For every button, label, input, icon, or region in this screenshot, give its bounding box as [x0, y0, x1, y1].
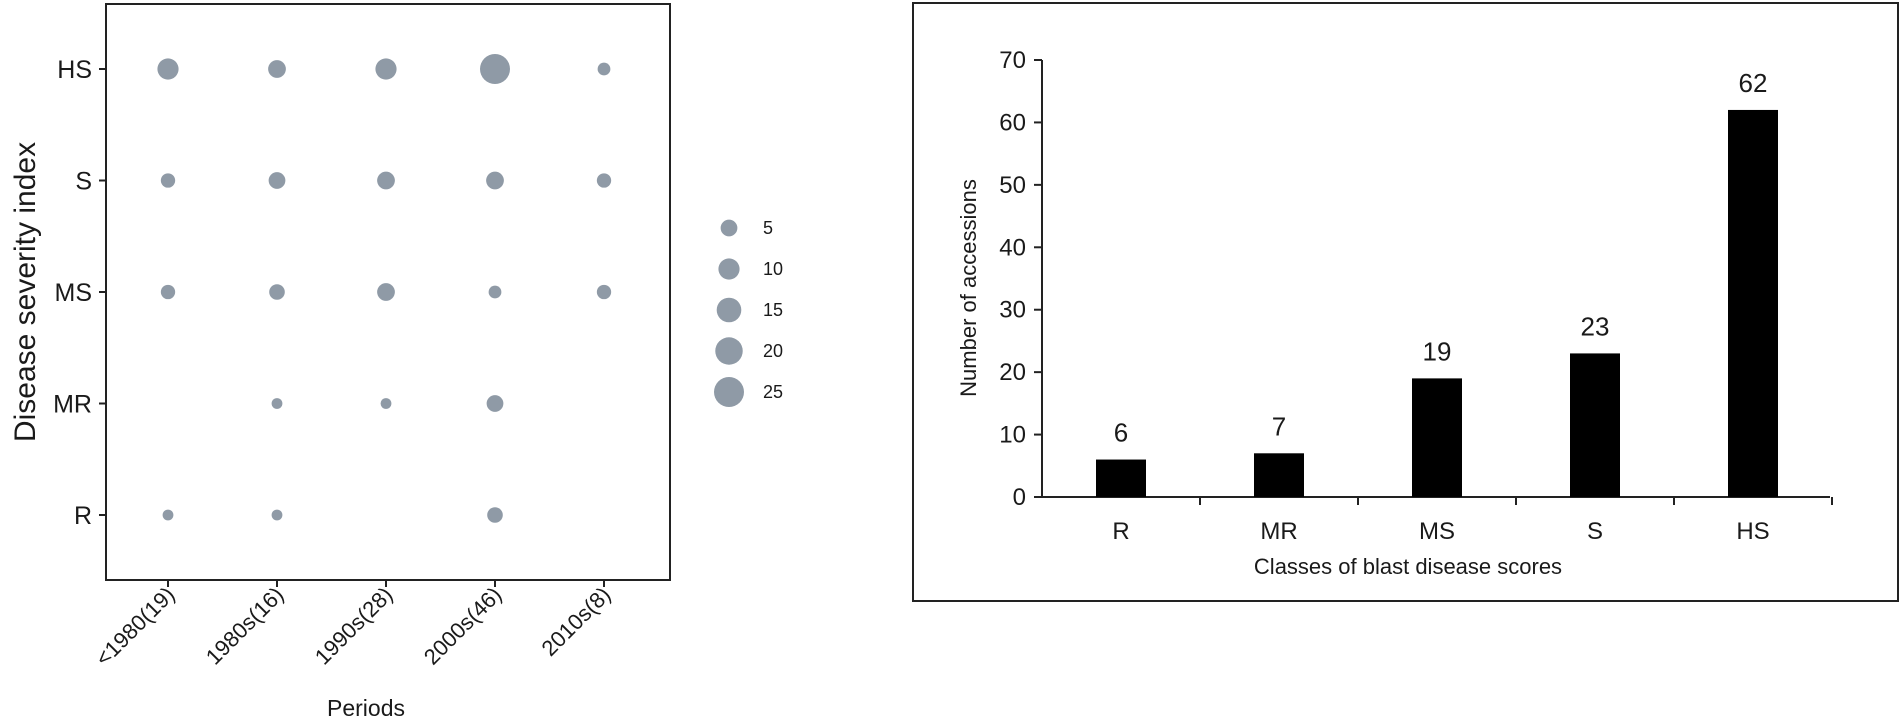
bar-y-tick-label: 50 — [999, 172, 1026, 199]
bar-y-tick-label: 30 — [999, 297, 1026, 324]
bar-x-tick-label: MR — [1260, 518, 1297, 545]
bubble-chart: HS S MS MR R <1980(19) 1980s(16) 1990s(28) 2000… — [9, 3, 783, 721]
size-legend-label: 20 — [763, 341, 783, 361]
size-legend-key — [714, 377, 744, 407]
bubble-point — [480, 54, 510, 84]
bar-data-label: 6 — [1114, 418, 1128, 448]
bubble-point — [377, 171, 395, 190]
bar-x-tick-label: S — [1587, 518, 1603, 545]
size-legend-label: 15 — [763, 300, 783, 320]
bar-data-label: 7 — [1272, 411, 1286, 441]
bubble-point — [488, 285, 502, 299]
size-legend-key — [720, 219, 738, 237]
bubble-point — [486, 171, 504, 190]
bar-data-label: 23 — [1581, 311, 1610, 341]
bubble-point — [157, 58, 179, 80]
bar-x-ticks: R MR MS S HS — [1112, 497, 1833, 545]
bar-chart: 0 10 20 30 40 50 60 70 R MR MS S HS 6 7 19 23 62 Number… — [912, 2, 1899, 602]
bar-data-label: 19 — [1423, 336, 1452, 366]
bar-y-tick-label: 60 — [999, 109, 1026, 136]
bubble-point — [271, 398, 283, 409]
bar — [1412, 378, 1462, 497]
bubble-point — [596, 284, 612, 300]
bubble-x-ticks: <1980(19) 1980s(16) 1990s(28) 2000s(46) 2010… — [90, 580, 616, 671]
size-legend-label: 5 — [763, 218, 773, 238]
bar-data-label: 62 — [1739, 68, 1768, 98]
bubble-x-tick-label: 1990s(28) — [310, 582, 398, 670]
bar — [1254, 453, 1304, 497]
bar-y-tick-label: 40 — [999, 234, 1026, 261]
size-legend-label: 25 — [763, 382, 783, 402]
bubble-point — [160, 284, 176, 300]
bubble-point — [597, 62, 611, 76]
bar-y-ticks: 0 10 20 30 40 50 60 70 — [999, 47, 1042, 511]
bubble-y-ticks: HS S MS MR R — [53, 56, 106, 530]
bubble-point — [268, 172, 286, 189]
bubble-x-tick-label: 2000s(46) — [419, 582, 507, 670]
bubble-point — [268, 60, 286, 78]
bar-x-axis-title: Classes of blast disease scores — [1254, 554, 1562, 579]
bar-data-labels: 6 7 19 23 62 — [1114, 68, 1768, 448]
bar — [1570, 353, 1620, 497]
bubble-point — [380, 398, 392, 409]
bar-y-tick-label: 20 — [999, 359, 1026, 386]
bar-y-tick-label: 70 — [999, 47, 1026, 74]
bubble-point — [269, 284, 285, 300]
size-legend-key — [716, 297, 742, 323]
bubble-point — [486, 395, 504, 412]
bubble-y-tick-label: MS — [55, 279, 93, 307]
bubble-y-tick-label: S — [75, 168, 92, 196]
bubble-x-tick-label: <1980(19) — [90, 582, 179, 671]
bubble-y-tick-label: MR — [53, 391, 92, 419]
bubble-point — [271, 509, 283, 521]
size-legend-key — [718, 258, 740, 280]
bar — [1096, 459, 1146, 497]
bar-x-tick-label: R — [1112, 518, 1129, 545]
bars — [1096, 109, 1778, 497]
bubble-point — [487, 507, 503, 523]
size-legend-label: 10 — [763, 259, 783, 279]
bubble-point — [596, 173, 612, 188]
size-legend-key — [715, 337, 743, 365]
bubble-point — [375, 58, 397, 80]
bubble-point — [160, 173, 176, 188]
bubble-point — [162, 509, 174, 521]
bubble-y-axis-title: Disease severity index — [9, 142, 42, 442]
bubble-y-tick-label: HS — [57, 56, 92, 84]
size-legend: 5 10 15 20 25 — [714, 218, 783, 407]
bar — [1728, 109, 1778, 497]
bar-y-tick-label: 0 — [1013, 484, 1026, 511]
bar-x-tick-label: HS — [1736, 518, 1769, 545]
bubble-x-tick-label: 1980s(16) — [201, 582, 289, 670]
bubble-x-axis-title: Periods — [327, 695, 405, 721]
bubble-x-tick-label: 2010s(8) — [536, 582, 615, 661]
bar-chart-frame — [912, 2, 1899, 602]
bar-y-tick-label: 10 — [999, 422, 1026, 449]
bubble-point — [377, 283, 395, 301]
bubble-points — [157, 54, 612, 523]
bar-y-axis-title: Number of accessions — [956, 179, 981, 397]
bubble-y-tick-label: R — [74, 502, 92, 530]
bar-x-tick-label: MS — [1419, 518, 1455, 545]
